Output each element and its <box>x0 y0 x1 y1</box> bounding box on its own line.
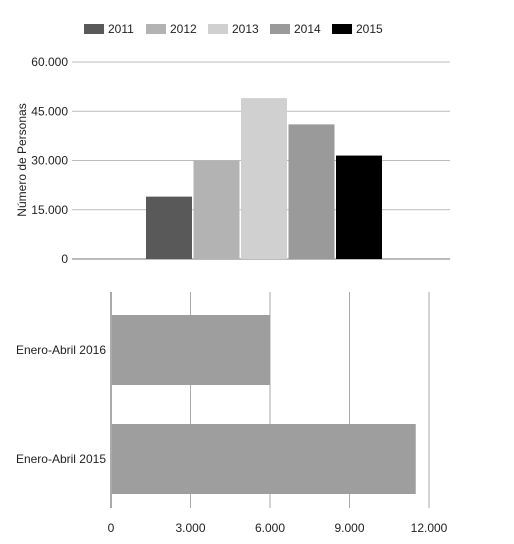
bar-2015 <box>336 155 382 259</box>
legend-label: 2012 <box>170 22 197 36</box>
y-tick-label: 15.000 <box>31 203 68 217</box>
bar-2014 <box>288 124 335 259</box>
x-tick-label: 12.000 <box>411 521 448 535</box>
chart-legend: 2011 2012 2013 2014 2015 <box>84 22 383 36</box>
top-bar-chart: 2011 2012 2013 2014 2015 0 15.000 30.000 45.000… <box>15 22 450 266</box>
y-axis-ticks: 0 15.000 30.000 45.000 60.000 <box>31 55 68 266</box>
bar-group <box>112 315 416 494</box>
category-label: Enero-Abril 2015 <box>16 452 106 466</box>
bar-2011 <box>146 196 192 259</box>
x-tick-label: 9.000 <box>334 521 364 535</box>
y-axis-label: Número de Personas <box>15 103 29 216</box>
y-tick-label: 30.000 <box>31 154 68 168</box>
x-tick-label: 3.000 <box>175 521 205 535</box>
bar-2012 <box>193 160 240 259</box>
x-tick-label: 0 <box>108 521 115 535</box>
legend-swatch <box>146 24 166 34</box>
bar-enero-abril-2015 <box>112 424 416 494</box>
legend-swatch <box>270 24 290 34</box>
y-tick-label: 45.000 <box>31 104 68 118</box>
legend-swatch <box>332 24 352 34</box>
bar-2013 <box>241 98 287 259</box>
bar-enero-abril-2016 <box>112 315 270 385</box>
legend-swatch <box>84 24 104 34</box>
bottom-bar-chart: Enero-Abril 2016 Enero-Abril 2015 0 3.000 6… <box>16 292 448 535</box>
legend-label: 2015 <box>356 22 383 36</box>
legend-label: 2014 <box>294 22 321 36</box>
x-axis-ticks: 0 3.000 6.000 9.000 12.000 <box>108 521 448 535</box>
legend-swatch <box>208 24 228 34</box>
category-labels: Enero-Abril 2016 Enero-Abril 2015 <box>16 343 106 466</box>
x-tick-label: 6.000 <box>255 521 285 535</box>
legend-label: 2013 <box>232 22 259 36</box>
legend-label: 2011 <box>108 22 134 36</box>
y-tick-label: 60.000 <box>31 55 68 69</box>
y-tick-label: 0 <box>61 252 68 266</box>
category-label: Enero-Abril 2016 <box>16 343 106 357</box>
bar-group <box>146 98 382 259</box>
